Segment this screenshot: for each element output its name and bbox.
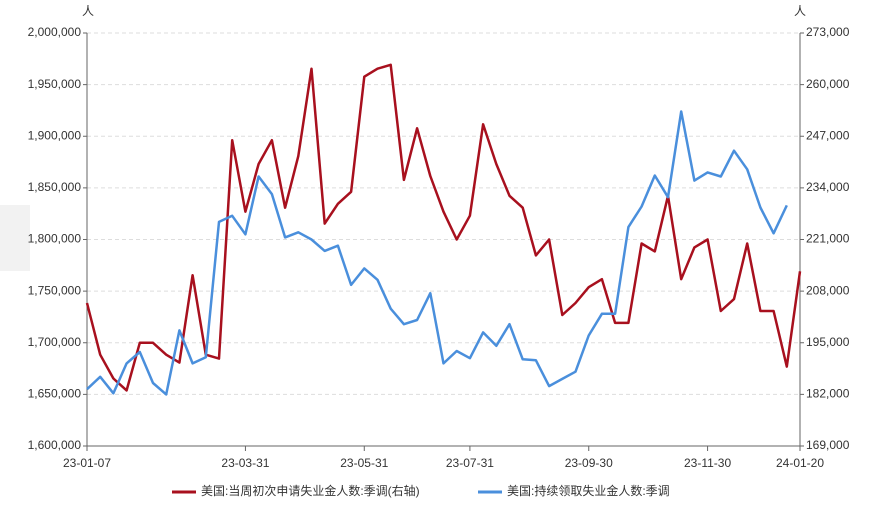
y-tick-label: 1,800,000 [28, 232, 82, 246]
line-series [85, 63, 802, 392]
y2-tick-label: 234,000 [806, 180, 850, 194]
y-tick-label: 2,000,000 [28, 25, 82, 39]
y-tick-label: 1,650,000 [28, 387, 82, 401]
y-tick-label: 1,700,000 [28, 335, 82, 349]
y-tick-label: 1,750,000 [28, 283, 82, 297]
y2-tick-label: 182,000 [806, 387, 850, 401]
y-tick-label: 1,900,000 [28, 128, 82, 142]
legend-label: 美国:当周初次申请失业金人数:季调(右轴) [201, 483, 420, 498]
x-tick-label: 23-11-30 [684, 456, 731, 470]
x-tick-label: 23-07-31 [446, 456, 494, 470]
y2-tick-label: 260,000 [806, 77, 850, 91]
x-tick-label: 23-03-31 [221, 456, 269, 470]
x-tick-label: 23-09-30 [565, 456, 613, 470]
y-tick-label: 1,950,000 [28, 77, 82, 91]
y2-tick-label: 273,000 [806, 25, 850, 39]
y2-tick-label: 195,000 [806, 335, 850, 349]
side-tab [0, 205, 30, 271]
y-tick-label: 1,850,000 [28, 180, 82, 194]
x-tick-label: 24-01-20 [776, 456, 824, 470]
legend-label: 美国:持续领取失业金人数:季调 [507, 483, 670, 498]
y-tick-label: 1,600,000 [28, 438, 82, 452]
y2-tick-label: 208,000 [806, 283, 850, 297]
y2-tick-label: 221,000 [806, 232, 850, 246]
y2-unit: 人 [794, 4, 806, 18]
line-series [86, 110, 788, 396]
y2-tick-label: 247,000 [806, 128, 850, 142]
y2-tick-label: 169,000 [806, 438, 850, 452]
y-unit: 人 [82, 4, 94, 18]
x-tick-label: 23-05-31 [340, 456, 388, 470]
x-tick-label: 23-01-07 [63, 456, 111, 470]
